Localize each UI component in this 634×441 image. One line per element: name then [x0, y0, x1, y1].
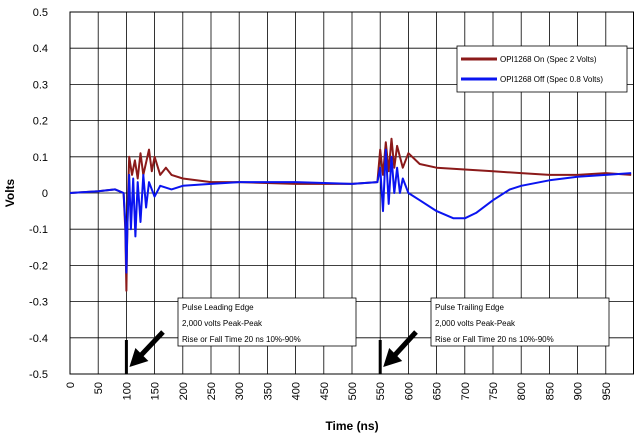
x-tick-label: 400	[291, 382, 303, 400]
x-tick-label: 450	[319, 382, 331, 400]
x-axis: 0 50 100 150 200 250 300 350 400 450 500 550 600 650 7…	[65, 382, 613, 400]
series-layer	[69, 137, 632, 292]
y-axis-title: Volts	[3, 178, 17, 207]
y-tick-label: 0.5	[33, 7, 48, 19]
y-tick-label: 0.1	[33, 152, 48, 164]
series-line-1	[69, 148, 632, 274]
annotation-box	[177, 297, 357, 347]
annotation-line-3: Rise or Fall Time 20 ns 10%-90%	[435, 335, 554, 344]
annotation-box	[430, 297, 610, 347]
x-tick-label: 500	[347, 382, 359, 400]
pointer-arrowhead	[129, 348, 149, 367]
y-tick-label: 0.3	[33, 79, 48, 91]
x-tick-label: 200	[178, 382, 190, 400]
annotation-leading-edge: Pulse Leading Edge 2,000 volts Peak-Peak…	[124, 297, 357, 374]
pointer-arrowhead	[383, 348, 403, 367]
annotation-trailing-edge: Pulse Trailing Edge 2,000 volts Peak-Pea…	[378, 297, 610, 374]
x-tick-label: 850	[544, 382, 556, 400]
x-tick-label: 900	[573, 382, 585, 400]
y-tick-label: 0.2	[33, 116, 48, 128]
x-tick-label: 700	[460, 382, 472, 400]
x-tick-label: 50	[93, 382, 105, 394]
legend-box	[456, 45, 628, 93]
legend-label-on: OPI1268 On (Spec 2 Volts)	[500, 55, 597, 64]
pointer-arrow	[390, 330, 418, 360]
pointer-arrow	[136, 330, 165, 360]
annotations: Pulse Leading Edge 2,000 volts Peak-Peak…	[124, 297, 610, 374]
annotation-line-1: Pulse Trailing Edge	[435, 303, 504, 312]
x-tick-label: 300	[234, 382, 246, 400]
y-axis: 0.5 0.4 0.3 0.2 0.1 0 -0.1 -0.2 -0.3 -0.4 -0.5	[29, 7, 48, 381]
annotation-line-2: 2,000 volts Peak-Peak	[435, 319, 516, 328]
x-tick-label: 800	[516, 382, 528, 400]
x-tick-label: 950	[601, 382, 613, 400]
series-line-0	[69, 137, 632, 292]
y-tick-label: -0.5	[29, 369, 48, 381]
legend-label-off: OPI1268 Off (Spec 0.8 Volts)	[500, 75, 603, 84]
x-tick-label: 150	[150, 382, 162, 400]
x-tick-label: 250	[206, 382, 218, 400]
x-tick-label: 350	[262, 382, 274, 400]
legend: OPI1268 On (Spec 2 Volts) OPI1268 Off (S…	[456, 45, 628, 93]
y-tick-label: 0	[42, 188, 48, 200]
y-tick-label: -0.2	[29, 260, 48, 272]
x-axis-title: Time (ns)	[325, 419, 378, 433]
y-tick-label: 0.4	[33, 43, 48, 55]
annotation-line-1: Pulse Leading Edge	[182, 303, 254, 312]
y-tick-label: -0.4	[29, 333, 48, 345]
x-tick-label: 0	[65, 382, 77, 388]
annotation-line-2: 2,000 volts Peak-Peak	[182, 319, 263, 328]
x-tick-label: 650	[432, 382, 444, 400]
x-tick-label: 600	[403, 382, 415, 400]
x-tick-label: 550	[375, 382, 387, 400]
y-tick-label: -0.3	[29, 297, 48, 309]
x-tick-label: 750	[488, 382, 500, 400]
x-tick-label: 100	[121, 382, 133, 400]
y-tick-label: -0.1	[29, 224, 48, 236]
annotation-line-3: Rise or Fall Time 20 ns 10%-90%	[182, 335, 301, 344]
